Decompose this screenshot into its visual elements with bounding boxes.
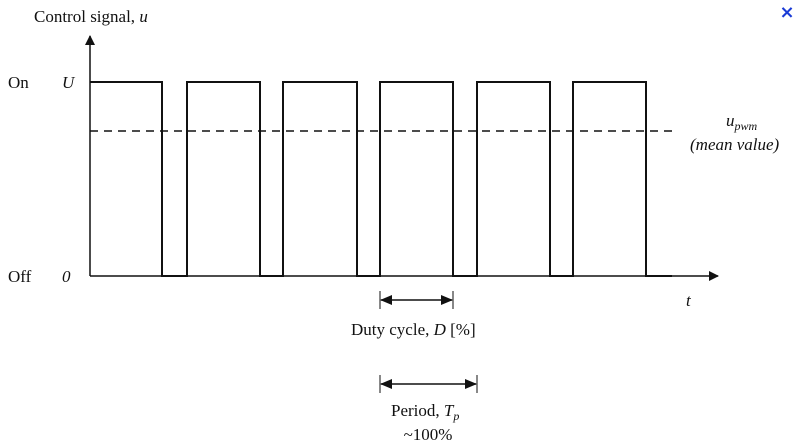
duty-unit: [%] [450,320,475,339]
duty-label-text: Duty cycle, [351,320,429,339]
on-symbol: U [62,73,76,92]
mean-symbol: upwm [726,111,758,133]
duty-label: Duty cycle, D [%] [351,320,476,339]
mean-note: (mean value) [690,135,780,154]
period-label-text: Period, [391,401,440,420]
y-axis-symbol: u [139,7,148,26]
duty-symbol: D [433,320,447,339]
off-label: Off [8,267,32,286]
on-label: On [8,73,29,92]
pwm-waveform [90,81,672,277]
close-button[interactable]: × [779,2,794,23]
period-symbol: T [444,401,455,420]
period-value: ~100% [404,425,453,444]
period-label: Period, Tp [391,401,459,423]
y-axis-label: Control signal, u [34,7,148,26]
y-axis-label-text: Control signal, [34,7,135,26]
off-symbol: 0 [62,267,71,286]
x-axis-symbol: t [686,291,692,310]
mean-subscript: pwm [734,119,758,133]
mean-symbol-text: u [726,111,735,130]
period-subscript: p [452,409,459,423]
